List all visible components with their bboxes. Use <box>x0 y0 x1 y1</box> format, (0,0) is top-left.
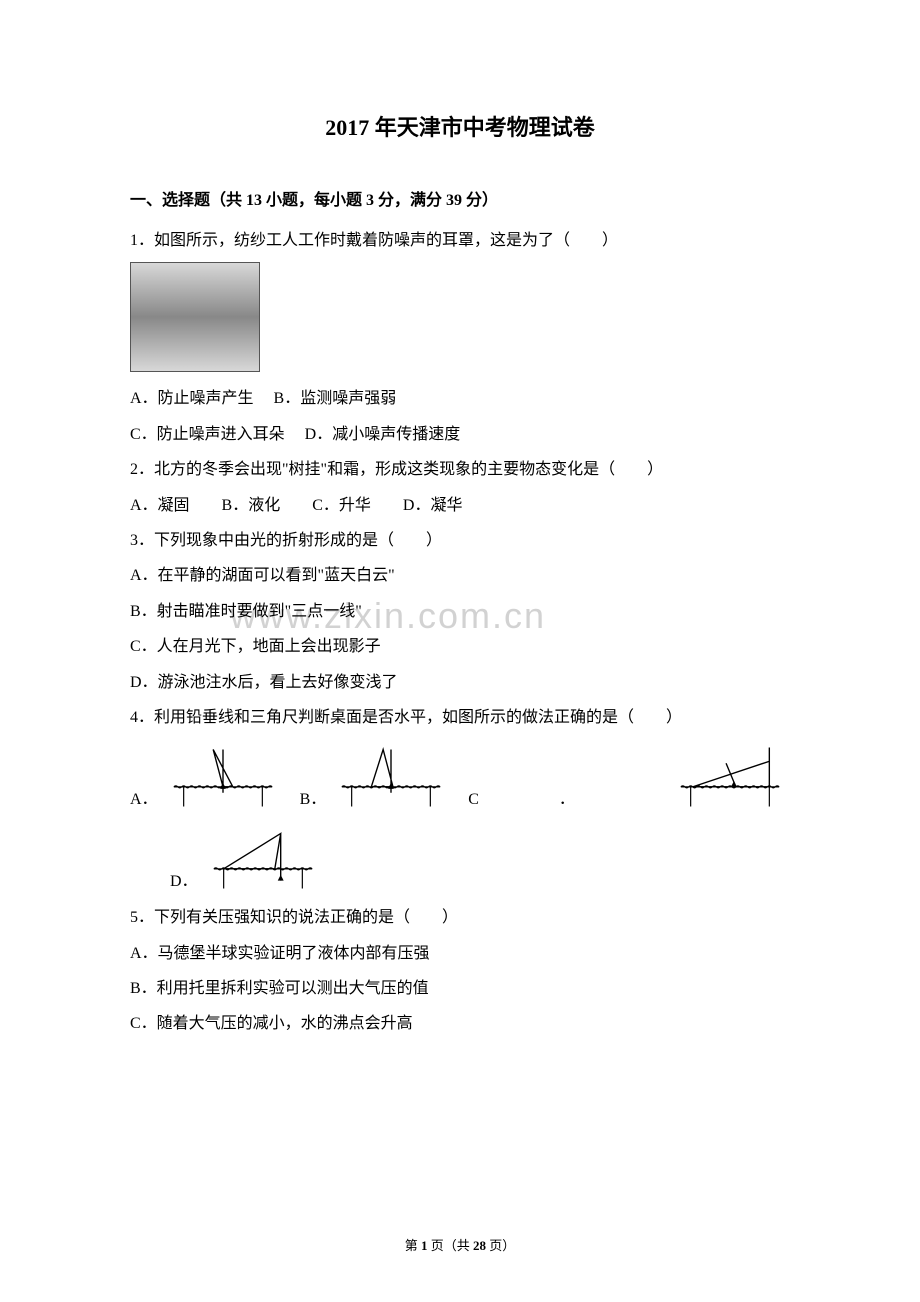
q3-option-a: A．在平静的湖面可以看到"蓝天白云" <box>130 561 790 591</box>
page-title: 2017 年天津市中考物理试卷 <box>130 110 790 142</box>
q2-options: A．凝固 B．液化 C．升华 D．凝华 <box>130 491 790 521</box>
q5-option-c: C．随着大气压的减小，水的沸点会升高 <box>130 1009 790 1039</box>
q4-label-c: C ． <box>468 785 575 815</box>
q3-option-d: D．游泳池注水后，看上去好像变浅了 <box>130 668 790 698</box>
q1-options-ab: A．防止噪声产生 B．监测噪声强弱 <box>130 384 790 414</box>
footer-suf: 页） <box>486 1238 515 1253</box>
q1-figure <box>130 262 260 372</box>
q4-diagram-a <box>164 741 282 815</box>
page-footer: 第 1 页（共 28 页） <box>0 1235 920 1254</box>
q1-options-cd: C．防止噪声进入耳朵 D．减小噪声传播速度 <box>130 420 790 450</box>
q4-diagram-b <box>332 741 450 815</box>
q3-option-c: C．人在月光下，地面上会出现影子 <box>130 632 790 662</box>
q4-label-b: B． <box>300 785 327 815</box>
section-header: 一、选择题（共 13 小题，每小题 3 分，满分 39 分） <box>130 186 790 210</box>
q1-stem: 1．如图所示，纺纱工人工作时戴着防噪声的耳罩，这是为了（ ） <box>130 226 790 256</box>
footer-total: 28 <box>473 1238 486 1253</box>
q4-stem: 4．利用铅垂线和三角尺判断桌面是否水平，如图所示的做法正确的是（ ） <box>130 703 790 733</box>
q3-option-b: B．射击瞄准时要做到"三点一线" <box>130 597 790 627</box>
footer-pre: 第 <box>405 1238 421 1253</box>
footer-mid: 页（共 <box>427 1238 473 1253</box>
q5-option-a: A．马德堡半球实验证明了液体内部有压强 <box>130 939 790 969</box>
q4-diagram-d <box>204 823 322 897</box>
q4-diagram-c <box>671 741 789 815</box>
q3-stem: 3．下列现象中由光的折射形成的是（ ） <box>130 526 790 556</box>
q4-options-row1: A． B． C ． <box>130 741 790 815</box>
q5-option-b: B．利用托里拆利实验可以测出大气压的值 <box>130 974 790 1004</box>
q4-label-d: D． <box>170 867 198 897</box>
q2-stem: 2．北方的冬季会出现"树挂"和霜，形成这类现象的主要物态变化是（ ） <box>130 455 790 485</box>
q4-options-row2: D． <box>170 823 790 897</box>
q5-stem: 5．下列有关压强知识的说法正确的是（ ） <box>130 903 790 933</box>
q4-label-a: A． <box>130 785 158 815</box>
